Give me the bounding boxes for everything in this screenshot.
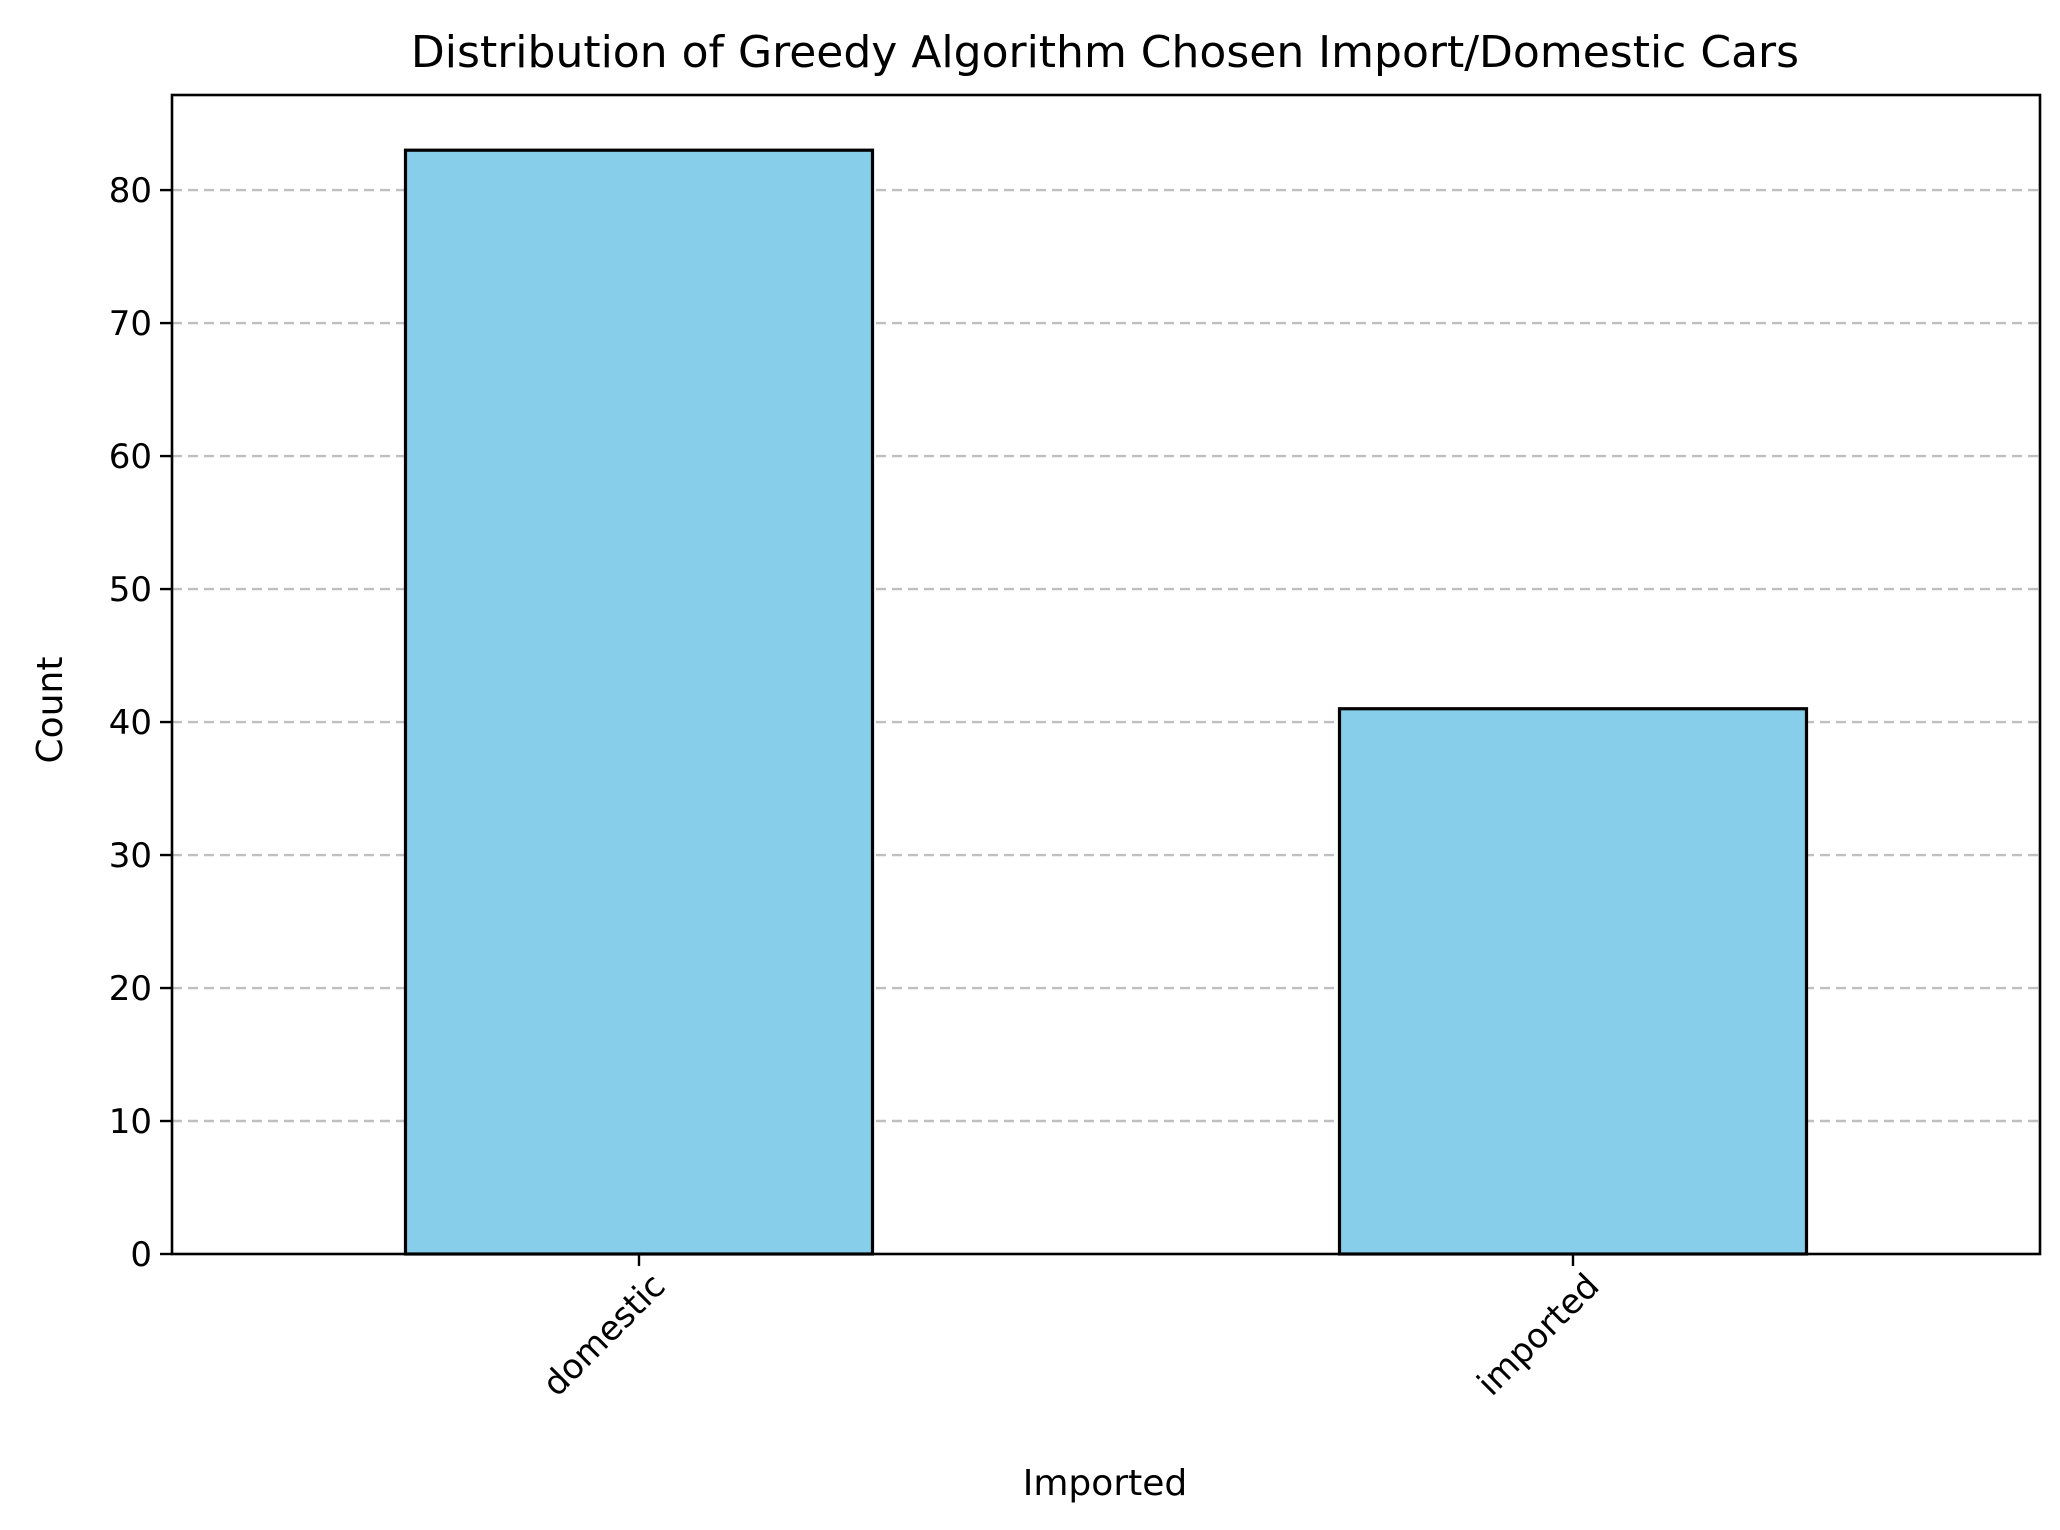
y-tick-label: 60 <box>109 437 152 477</box>
x-axis-label: Imported <box>1023 1463 1187 1504</box>
bar-imported <box>1337 707 1809 1256</box>
y-tick-label: 70 <box>109 304 152 344</box>
y-tick-label: 80 <box>109 171 152 211</box>
y-tick-label: 10 <box>109 1102 152 1142</box>
chart-title: Distribution of Greedy Algorithm Chosen … <box>411 27 1799 78</box>
y-axis: 0 10 20 30 40 50 60 70 80 <box>109 171 172 1275</box>
y-tick-label: 20 <box>109 969 152 1009</box>
plot-frame <box>170 93 2042 1256</box>
y-tick-label: 30 <box>109 836 152 876</box>
y-tick-label: 0 <box>130 1235 152 1275</box>
bar-domestic <box>403 148 875 1256</box>
y-tick-label: 50 <box>109 570 152 610</box>
y-axis-label: Count <box>30 657 71 764</box>
y-tick-label: 40 <box>109 703 152 743</box>
bars <box>403 148 1809 1256</box>
